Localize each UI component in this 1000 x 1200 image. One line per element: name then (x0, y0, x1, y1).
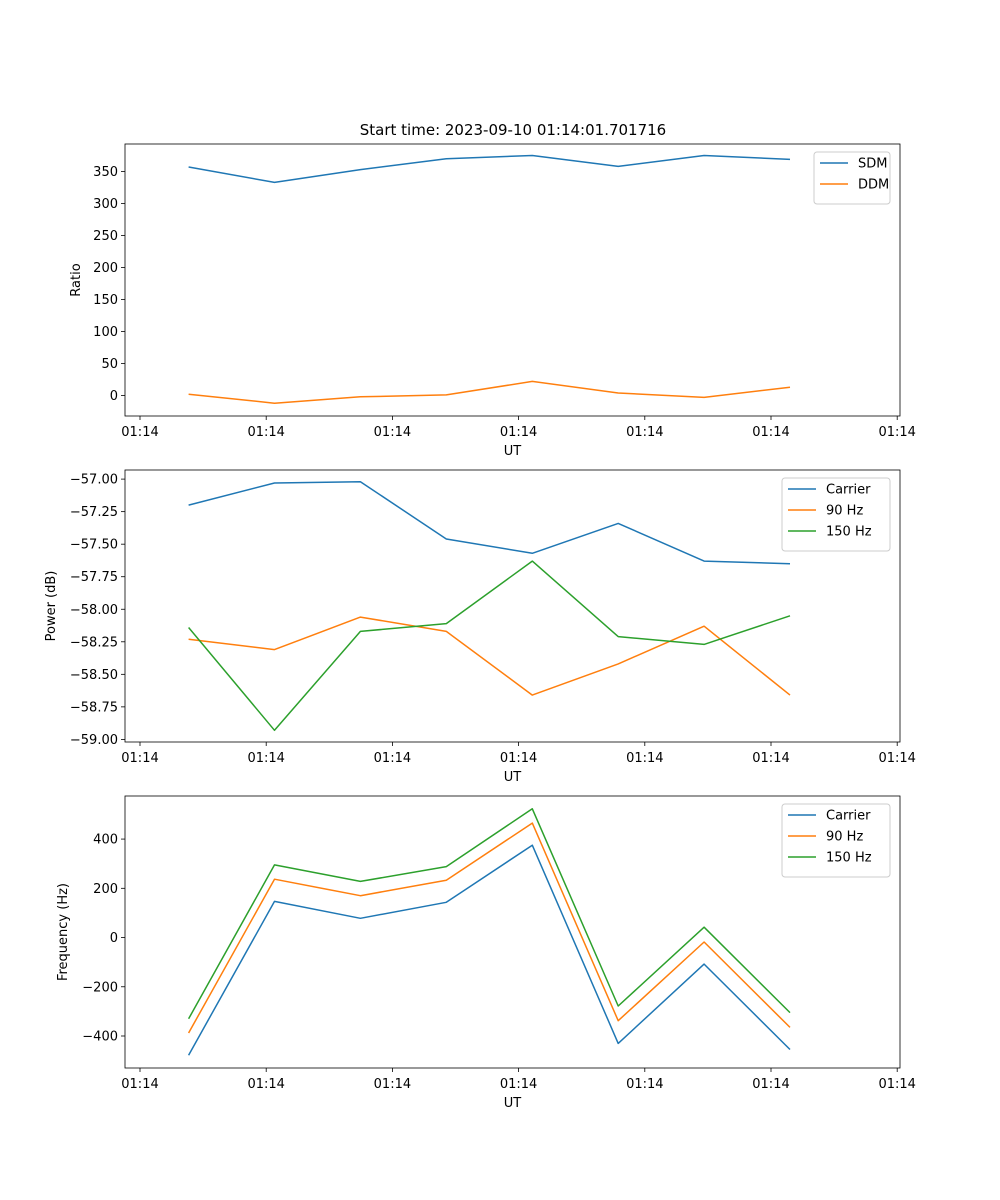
y-tick-label: 400 (93, 833, 118, 848)
legend-label: 90 Hz (826, 504, 863, 519)
y-tick-label: 250 (93, 229, 118, 244)
y-tick-label: −58.00 (70, 603, 118, 618)
y-tick-label: −59.00 (70, 733, 118, 748)
y-tick-label: −400 (82, 1030, 118, 1045)
y-tick-label: −58.75 (70, 700, 118, 715)
series-line-90-hz (187, 822, 791, 1034)
x-tick-label: 01:14 (500, 1077, 537, 1092)
y-tick-label: −57.75 (70, 570, 118, 585)
x-tick-label: 01:14 (500, 751, 537, 766)
y-tick-label: 300 (93, 197, 118, 212)
x-tick-label: 01:14 (626, 425, 663, 440)
x-tick-label: 01:14 (500, 425, 537, 440)
axes-frame (124, 143, 901, 417)
legend-label: 150 Hz (826, 525, 872, 540)
axes-frame (124, 795, 901, 1069)
legend-label: SDM (858, 157, 887, 172)
x-tick-label: 01:14 (878, 751, 915, 766)
x-tick-label: 01:14 (626, 751, 663, 766)
y-tick-label: 150 (93, 293, 118, 308)
y-tick-label: −58.50 (70, 668, 118, 683)
legend-label: DDM (858, 178, 889, 193)
y-axis-label: Power (dB) (44, 571, 59, 642)
x-tick-label: 01:14 (374, 425, 411, 440)
series-line-150-hz (188, 560, 791, 732)
y-tick-label: 200 (93, 261, 118, 276)
x-tick-label: 01:14 (374, 751, 411, 766)
legend-label: 90 Hz (826, 830, 863, 845)
legend: Carrier 90 Hz 150 Hz (781, 477, 891, 552)
x-tick-label: 01:14 (752, 751, 789, 766)
y-tick-label: −57.25 (70, 505, 118, 520)
legend: Carrier 90 Hz 150 Hz (781, 803, 891, 878)
axes-frame (124, 469, 901, 743)
x-tick-label: 01:14 (374, 1077, 411, 1092)
x-tick-label: 01:14 (121, 751, 158, 766)
figure-title: Start time: 2023-09-10 01:14:01.701716 (360, 121, 666, 139)
series-line-carrier (188, 480, 791, 565)
legend-label: Carrier (826, 483, 871, 498)
x-tick-label: 01:14 (752, 1077, 789, 1092)
y-tick-label: 350 (93, 165, 118, 180)
chart-3: 01:1401:1401:1401:1401:1401:1401:1401:15… (56, 795, 916, 1111)
legend-label: 150 Hz (826, 851, 872, 866)
y-tick-label: −57.00 (70, 473, 118, 488)
legend-label: Carrier (826, 809, 871, 824)
legend-box (781, 803, 891, 878)
y-tick-label: −57.50 (70, 538, 118, 553)
x-tick-label: 01:14 (878, 1077, 915, 1092)
y-tick-label: 200 (93, 882, 118, 897)
series-line-carrier (187, 844, 791, 1056)
series-line-ddm (188, 380, 791, 404)
y-tick-label: 50 (101, 357, 118, 372)
y-axis-label: Frequency (Hz) (56, 883, 71, 981)
x-tick-label: 01:14 (121, 1077, 158, 1092)
y-tick-label: −58.25 (70, 635, 118, 650)
x-tick-label: 01:14 (121, 425, 158, 440)
legend: SDM DDM (813, 151, 891, 205)
y-tick-label: 0 (110, 931, 118, 946)
x-tick-label: 01:14 (626, 1077, 663, 1092)
x-tick-label: 01:14 (247, 751, 284, 766)
y-tick-label: 0 (110, 389, 118, 404)
y-tick-label: 100 (93, 325, 118, 340)
series-line-90-hz (188, 616, 791, 696)
x-tick-label: 01:14 (878, 425, 915, 440)
x-tick-label: 01:14 (247, 1077, 284, 1092)
x-axis-label: UT (504, 444, 522, 459)
x-tick-label: 01:14 (752, 425, 789, 440)
legend-box (781, 477, 891, 552)
x-tick-label: 01:14 (247, 425, 284, 440)
legend-box (813, 151, 891, 205)
x-axis-label: UT (504, 1096, 522, 1111)
x-axis-label: UT (504, 770, 522, 785)
y-tick-label: −200 (82, 980, 118, 995)
chart-2: 01:1401:1401:1401:1401:1401:1401:1401:15… (44, 469, 916, 785)
y-axis-label: Ratio (69, 263, 84, 296)
series-line-150-hz (187, 808, 791, 1020)
series-line-sdm (188, 154, 791, 184)
chart-1: 01:1401:1401:1401:1401:1401:1401:1401:15… (69, 143, 916, 459)
